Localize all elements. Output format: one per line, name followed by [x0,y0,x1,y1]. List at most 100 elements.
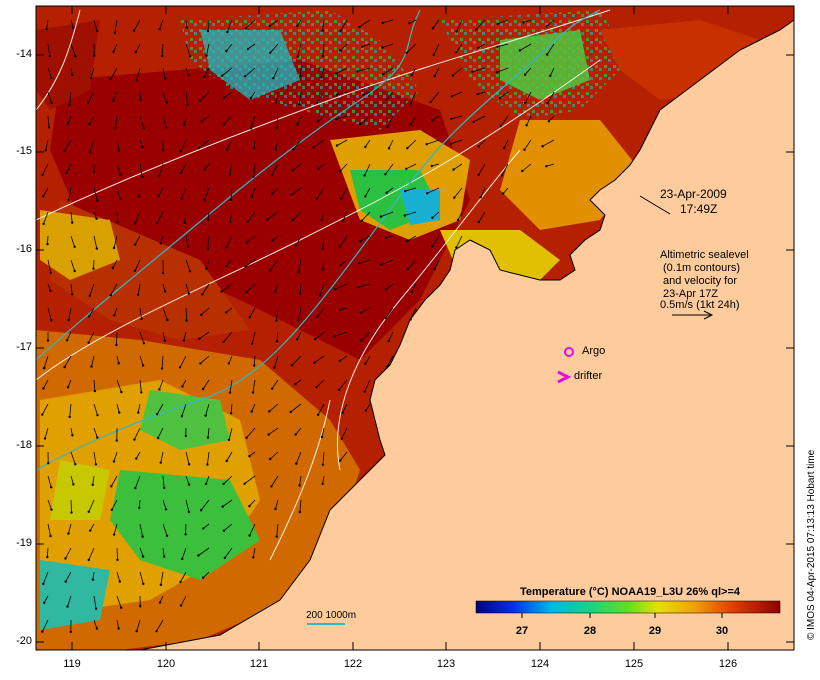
velocity-arrow [47,67,52,79]
velocity-arrow-head [71,221,74,224]
velocity-arrow [548,115,555,122]
velocity-arrow [297,43,302,57]
velocity-arrow-head [321,247,324,250]
velocity-arrow-head [339,459,342,462]
velocity-arrow-head [222,96,225,100]
velocity-arrow [158,163,164,177]
velocity-arrow-head [188,55,192,58]
velocity-arrow [162,115,167,128]
velocity-arrow-head [364,362,367,365]
velocity-arrow [199,91,210,102]
velocity-arrow [478,211,486,223]
velocity-arrow-head [161,54,164,58]
lon-tick-label: 122 [343,658,363,670]
velocity-arrow-head [134,50,137,54]
velocity-arrow-head [63,365,66,369]
velocity-arrow-head [272,77,275,80]
velocity-arrow [292,211,302,221]
velocity-arrow [88,331,95,343]
velocity-arrow [453,163,463,170]
velocity-arrow [41,403,49,415]
velocity-arrow-head [406,239,409,243]
velocity-arrow [162,307,168,321]
velocity-arrow-head [155,222,159,225]
image-date: 23-Apr-2009 [660,187,727,201]
velocity-arrow [45,139,49,151]
axis-ticks [36,6,794,650]
velocity-arrow [115,115,118,129]
velocity-arrow [250,91,256,99]
velocity-arrow-head [113,31,117,34]
velocity-arrow-head [298,484,301,487]
velocity-arrow [200,499,210,511]
velocity-arrow [93,235,98,249]
velocity-arrow-head [116,221,119,224]
velocity-arrow [276,523,279,537]
velocity-arrow [116,547,118,560]
lat-tick-label: -17 [16,341,32,353]
velocity-arrow-head [541,145,544,148]
velocity-arrow-head [409,102,412,105]
velocity-arrow-head [73,245,76,248]
velocity-arrow-head [137,195,141,198]
velocity-arrow-head [525,124,528,127]
velocity-arrow-head [386,125,389,129]
velocity-arrow-head [187,510,191,514]
velocity-arrow [295,235,302,246]
velocity-arrow [226,235,233,248]
argo-label: Argo [582,345,606,357]
velocity-arrow-head [339,197,343,200]
velocity-arrow [292,163,302,171]
velocity-arrow-head [50,508,53,511]
velocity-arrow [321,67,325,78]
velocity-arrow-head [275,101,278,104]
velocity-arrow [317,115,325,122]
velocity-arrow-head [333,335,336,338]
velocity-arrow-head [360,219,363,222]
velocity-arrow [386,91,394,101]
velocity-arrow-head [315,101,319,104]
velocity-arrow [183,331,187,341]
depth-contours [36,9,601,471]
velocity-arrow-head [91,578,95,581]
velocity-arrow-head [339,49,342,52]
velocity-arrow [385,235,394,239]
velocity-arrow [113,43,118,52]
velocity-arrow [185,451,190,465]
velocity-arrow-head [221,74,224,77]
velocity-arrow [134,211,141,224]
velocity-arrow-head [48,54,51,58]
velocity-arrow [185,43,191,57]
lon-tick-label: 125 [624,658,644,670]
velocity-arrow-head [66,122,70,125]
velocity-arrow-head [318,294,322,297]
velocity-arrow-head [410,74,413,77]
velocity-arrow [339,451,348,461]
velocity-arrow [88,499,95,512]
velocity-arrow [116,187,121,200]
velocity-arrow [340,19,348,32]
velocity-arrow [228,427,233,440]
velocity-arrow-head [298,510,301,514]
velocity-arrow-head [363,174,366,177]
velocity-arrow-head [116,558,119,562]
velocity-arrow [340,187,348,199]
velocity-arrow-head [316,120,319,123]
velocity-arrow-head [335,93,339,97]
velocity-arrow [68,307,72,321]
velocity-arrow-head [141,555,145,558]
velocity-arrow [340,43,348,51]
velocity-arrow [253,139,256,148]
velocity-arrow-head [244,265,247,268]
velocity-arrow-head [269,51,272,54]
velocity-arrow-head [496,22,499,26]
velocity-arrow [64,355,72,368]
lon-tick-label: 123 [436,658,456,670]
velocity-arrow [181,187,187,200]
velocity-arrow-head [206,463,209,466]
velocity-arrow [138,499,141,508]
velocity-arrow [65,571,72,582]
velocity-arrow-head [67,532,70,535]
velocity-arrow [139,163,143,177]
velocity-arrow-head [137,293,140,296]
